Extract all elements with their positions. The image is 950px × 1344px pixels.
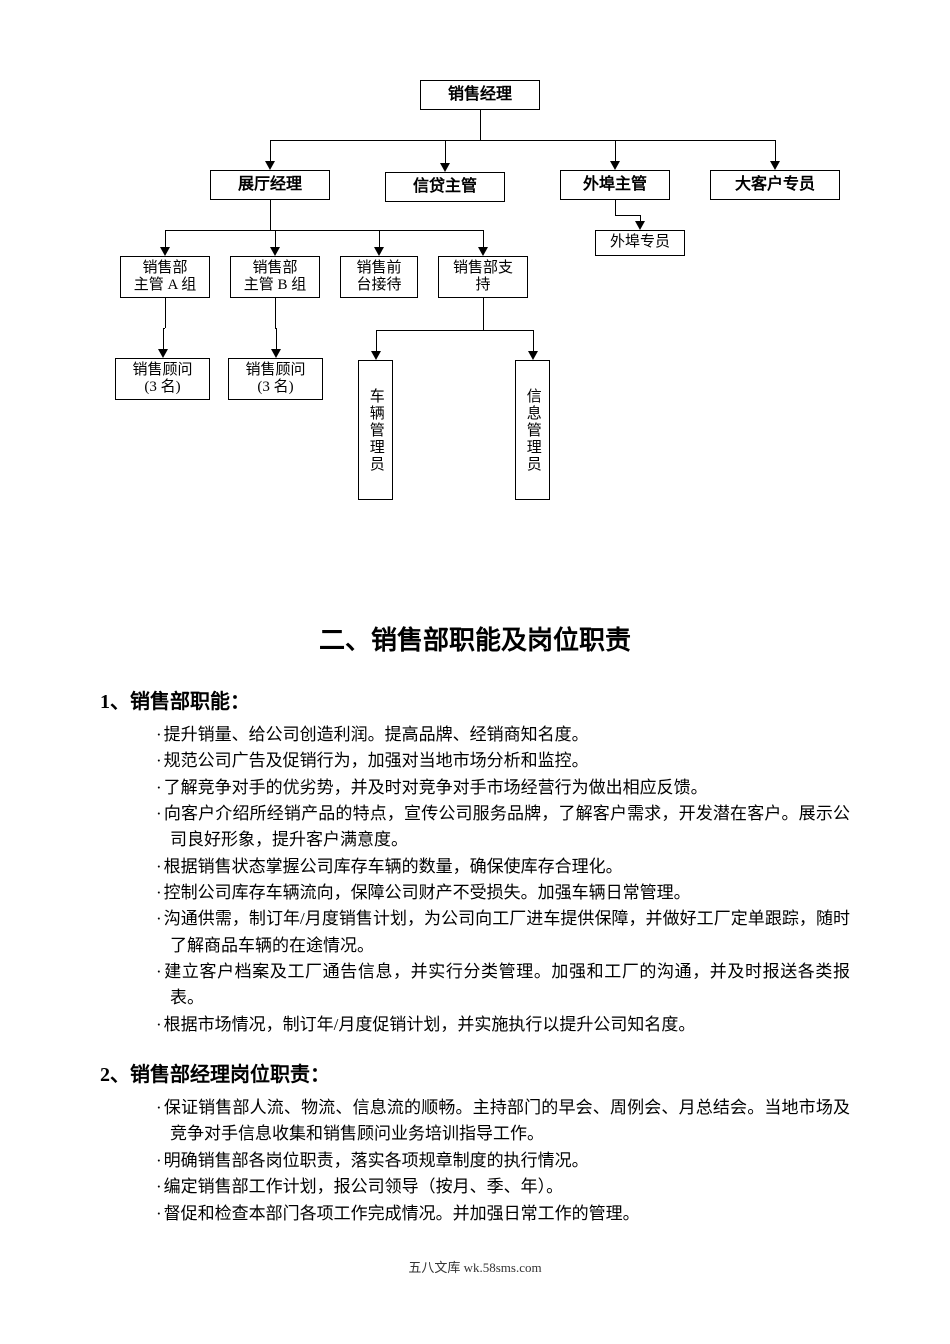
sub1-bullet: 向客户介绍所经销产品的特点，宣传公司服务品牌，了解客户需求，开发潜在客户。展示公… bbox=[140, 801, 850, 854]
org-edge bbox=[615, 215, 640, 216]
org-node-spB: 销售部 主管 B 组 bbox=[230, 256, 320, 298]
org-node-advB: 销售顾问 (3 名) bbox=[228, 358, 323, 400]
org-node-outspec: 外埠专员 bbox=[595, 230, 685, 256]
sub2-bullet: 编定销售部工作计划，报公司领导（按月、季、年）。 bbox=[140, 1174, 850, 1200]
org-edge bbox=[483, 298, 484, 330]
org-arrowhead bbox=[528, 351, 538, 360]
org-edge bbox=[276, 328, 277, 349]
org-chart: 销售经理展厅经理 信贷主管 外埠主管 大客户专员外埠专员销售部 主管 A 组销售部 主… bbox=[100, 60, 860, 540]
sub1-bullet: 建立客户档案及工厂通告信息，并实行分类管理。加强和工厂的沟通，并及时报送各类报表… bbox=[140, 959, 850, 1012]
org-edge bbox=[445, 140, 446, 163]
sub2-bullets: 保证销售部人流、物流、信息流的顺畅。主持部门的早会、周例会、月总结会。当地市场及… bbox=[100, 1095, 850, 1227]
org-edge bbox=[379, 230, 380, 247]
org-node-vehmgr: 车辆管理员 bbox=[358, 360, 393, 500]
org-node-recep: 销售前 台接待 bbox=[340, 256, 418, 298]
org-node-hall: 展厅经理 bbox=[210, 170, 330, 200]
org-arrowhead bbox=[478, 247, 488, 256]
org-node-support: 销售部支 持 bbox=[438, 256, 528, 298]
org-arrowhead bbox=[265, 161, 275, 170]
org-edge bbox=[275, 230, 276, 247]
sub1-bullets: 提升销量、给公司创造利润。提高品牌、经销商知名度。规范公司广告及促销行为，加强对… bbox=[100, 722, 850, 1038]
footer-text: 五八文库 wk.58sms.com bbox=[100, 1257, 850, 1276]
org-edge bbox=[270, 140, 271, 161]
org-edge bbox=[270, 200, 271, 230]
org-edge bbox=[275, 298, 276, 328]
sub1-bullet: 控制公司库存车辆流向，保障公司财产不受损失。加强车辆日常管理。 bbox=[140, 880, 850, 906]
org-arrowhead bbox=[440, 163, 450, 172]
sub2-bullet: 保证销售部人流、物流、信息流的顺畅。主持部门的早会、周例会、月总结会。当地市场及… bbox=[140, 1095, 850, 1148]
org-arrowhead bbox=[270, 247, 280, 256]
section-title: 二、销售部职能及岗位职责 bbox=[100, 620, 850, 657]
org-edge bbox=[165, 230, 483, 231]
org-node-big: 大客户专员 bbox=[710, 170, 840, 200]
org-arrowhead bbox=[371, 351, 381, 360]
org-edge bbox=[615, 140, 616, 161]
org-edge bbox=[483, 230, 484, 247]
sub1-bullet: 根据销售状态掌握公司库存车辆的数量，确保使库存合理化。 bbox=[140, 854, 850, 880]
sub1-bullet: 了解竞争对手的优劣势，并及时对竞争对手市场经营行为做出相应反馈。 bbox=[140, 775, 850, 801]
org-arrowhead bbox=[158, 349, 168, 358]
sub2-bullet: 明确销售部各岗位职责，落实各项规章制度的执行情况。 bbox=[140, 1148, 850, 1174]
org-edge bbox=[376, 330, 533, 331]
org-edge bbox=[376, 330, 377, 351]
org-edge bbox=[270, 140, 775, 141]
org-arrowhead bbox=[635, 221, 645, 230]
sub1-bullet: 规范公司广告及促销行为，加强对当地市场分析和监控。 bbox=[140, 748, 850, 774]
sub1-bullet: 沟通供需，制订年/月度销售计划，为公司向工厂进车提供保障，并做好工厂定单跟踪，随… bbox=[140, 906, 850, 959]
org-edge bbox=[615, 200, 616, 215]
org-arrowhead bbox=[271, 349, 281, 358]
org-edge bbox=[165, 298, 166, 328]
org-edge bbox=[163, 328, 164, 349]
org-node-spA: 销售部 主管 A 组 bbox=[120, 256, 210, 298]
org-edge bbox=[165, 230, 166, 247]
org-node-infomgr: 信息管理员 bbox=[515, 360, 550, 500]
org-node-out: 外埠主管 bbox=[560, 170, 670, 200]
org-node-credit: 信贷主管 bbox=[385, 172, 505, 202]
sub2-bullet: 督促和检查本部门各项工作完成情况。并加强日常工作的管理。 bbox=[140, 1201, 850, 1227]
sub2-heading: 2、销售部经理岗位职责： bbox=[100, 1058, 850, 1087]
org-arrowhead bbox=[610, 161, 620, 170]
org-node-advA: 销售顾问 (3 名) bbox=[115, 358, 210, 400]
org-edge bbox=[775, 140, 776, 161]
org-arrowhead bbox=[770, 161, 780, 170]
org-node-root: 销售经理 bbox=[420, 80, 540, 110]
org-arrowhead bbox=[374, 247, 384, 256]
sub1-heading: 1、销售部职能： bbox=[100, 685, 850, 714]
org-edge bbox=[480, 110, 481, 140]
sub1-bullet: 根据市场情况，制订年/月度促销计划，并实施执行以提升公司知名度。 bbox=[140, 1012, 850, 1038]
org-arrowhead bbox=[160, 247, 170, 256]
org-edge bbox=[533, 330, 534, 351]
sub1-bullet: 提升销量、给公司创造利润。提高品牌、经销商知名度。 bbox=[140, 722, 850, 748]
